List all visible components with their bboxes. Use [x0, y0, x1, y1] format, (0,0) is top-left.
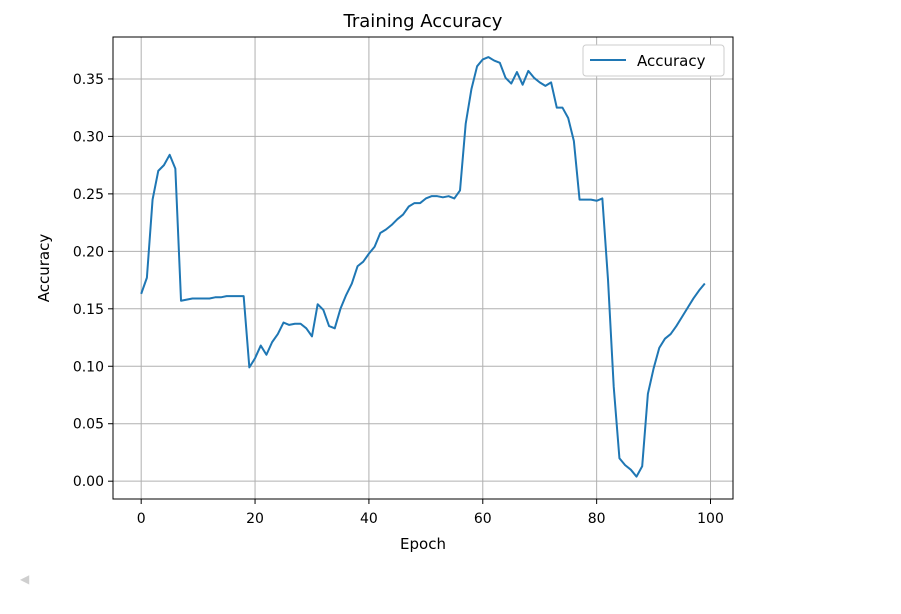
y-tick-label: 0.35 — [73, 72, 104, 88]
y-tick-label: 0.00 — [73, 474, 104, 490]
legend: Accuracy — [582, 44, 725, 77]
y-tick-label: 0.15 — [73, 302, 104, 318]
y-axis-label: Accuracy — [35, 234, 53, 303]
x-axis-label: Epoch — [400, 535, 446, 553]
x-tick-label: 60 — [474, 511, 492, 527]
plot-frame — [112, 36, 734, 500]
y-tick-label: 0.10 — [73, 359, 104, 375]
chart-title: Training Accuracy — [343, 11, 503, 32]
y-tick-label: 0.25 — [73, 187, 104, 203]
grid-lines — [113, 37, 733, 499]
y-tick-label: 0.30 — [73, 129, 104, 145]
y-tick-label: 0.20 — [73, 244, 104, 260]
legend-label-accuracy: Accuracy — [637, 52, 706, 70]
x-tick-label: 80 — [588, 511, 606, 527]
x-tick-label: 20 — [246, 511, 264, 527]
y-tick-label: 0.05 — [73, 417, 104, 433]
legend-box — [582, 44, 725, 77]
x-tick-label: 0 — [137, 511, 146, 527]
scroll-left-icon[interactable]: ◀ — [20, 572, 30, 586]
series-line-accuracy — [140, 56, 706, 478]
x-tick-label: 100 — [697, 511, 724, 527]
x-tick-label: 40 — [360, 511, 378, 527]
axis-ticks: 0 20 40 60 80 100 0.00 0.05 0.10 0.15 0.20 0.25 0.30… — [73, 72, 724, 527]
series-layer — [140, 56, 706, 478]
